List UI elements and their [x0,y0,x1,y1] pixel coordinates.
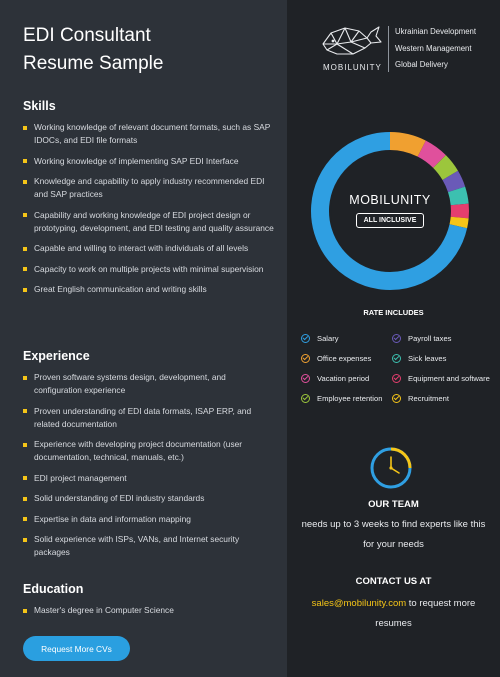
donut-segment [449,216,469,229]
all-inclusive-badge: ALL INCLUSIVE [355,212,425,228]
contact-suffix: to request more resumes [375,598,476,629]
tagline-line: Global Delivery [395,60,448,69]
rate-item: Vacation period [301,373,392,383]
check-circle-icon [392,393,401,403]
rate-item-label: Recruitment [408,393,449,403]
rate-item: Salary [301,333,392,343]
clock-icon [370,447,412,489]
title-line-1: EDI Consultant [23,25,151,46]
donut-segment [311,132,468,290]
tagline-line: Western Management [395,43,472,53]
education-section: Education Master's degree in Computer Sc… [23,582,275,617]
rate-item: Sick leaves [392,353,497,363]
check-circle-icon [301,373,310,383]
donut-segment [447,186,469,206]
education-list: Master's degree in Computer Science [23,604,275,617]
brand-header: MOBILUNITY Ukrainian Development Western… [321,24,496,76]
brand-tagline: Ukrainian Development Western Management… [395,24,476,74]
page-title: EDI Consultant Resume Sample [23,22,273,78]
experience-section: Experience Proven software systems desig… [23,349,275,567]
check-circle-icon [392,333,401,343]
list-item: Proven understanding of EDI data formats… [23,405,275,431]
donut-hole [331,152,449,270]
skills-heading: Skills [23,99,56,113]
list-item: Master's degree in Computer Science [23,604,275,617]
list-item: Experience with developing project docum… [23,438,275,464]
rate-includes-list: Salary Payroll taxes Office expenses Sick l… [301,333,497,403]
contact-text: sales@mobilunity.com to request more res… [293,594,494,634]
check-circle-icon [392,353,401,363]
contact-heading: CONTACT US AT [355,576,432,587]
list-item: Expertise in data and information mappin… [23,513,275,526]
donut-segment [389,132,426,157]
rate-item: Equipment and software [392,373,497,383]
resume-content: EDI Consultant Resume Sample Skills Work… [0,0,287,677]
experience-list: Proven software systems design, developm… [23,371,275,559]
check-circle-icon [301,393,310,403]
donut-center: MOBILUNITY ALL INCLUSIVE [309,130,471,292]
title-line-2: Resume Sample [23,53,164,74]
check-circle-icon [301,333,310,343]
donut-segment [417,140,446,169]
list-item: Proven software systems design, developm… [23,371,275,397]
request-cvs-button[interactable]: Request More CVs [23,636,130,661]
rate-includes-heading: RATE INCLUDES [363,308,424,317]
rate-item-label: Vacation period [317,373,370,383]
list-item: Working knowledge of relevant document f… [23,121,275,147]
skills-list: Working knowledge of relevant document f… [23,121,275,296]
list-item: EDI project management [23,472,275,485]
list-item: Great English communication and writing … [23,283,275,296]
sidebar: MOBILUNITY Ukrainian Development Western… [287,0,500,677]
tagline-line: Ukrainian Development [395,27,477,36]
donut-brand-label: MOBILUNITY [349,192,431,207]
skills-section: Skills Working knowledge of relevant doc… [23,99,275,304]
rate-item-label: Equipment and software [408,373,490,383]
rate-item-label: Office expenses [317,353,372,363]
divider [388,26,389,72]
list-item: Capacity to work on multiple projects wi… [23,263,275,276]
list-item: Solid experience with ISPs, VANs, and In… [23,533,275,559]
education-heading: Education [23,582,84,596]
list-item: Capable and willing to interact with ind… [23,242,275,255]
donut-segment [442,170,466,193]
experience-heading: Experience [23,349,90,363]
rate-item-label: Employee retention [317,393,383,403]
rate-item-label: Payroll taxes [408,333,452,343]
rate-donut-chart [311,132,469,290]
contact-email-link[interactable]: sales@mobilunity.com [311,598,407,609]
list-item: Capability and working knowledge of EDI … [23,209,275,235]
donut-segment [432,155,458,181]
whale-logo-icon [322,26,382,55]
our-team-text: needs up to 3 weeks to find experts like… [301,519,486,550]
list-item: Working knowledge of implementing SAP ED… [23,155,275,168]
list-item: Knowledge and capability to apply indust… [23,175,275,201]
rate-item-label: Sick leaves [408,353,447,363]
rate-item: Recruitment [392,393,497,403]
check-circle-icon [392,373,401,383]
rate-item: Payroll taxes [392,333,497,343]
check-circle-icon [301,353,310,363]
logo-wordmark: MOBILUNITY [323,63,382,72]
rate-item: Employee retention [301,393,392,403]
rate-item: Office expenses [301,353,392,363]
rate-item-label: Salary [317,333,339,343]
list-item: Solid understanding of EDI industry stan… [23,492,275,505]
our-team-heading: OUR TEAM [368,499,419,510]
